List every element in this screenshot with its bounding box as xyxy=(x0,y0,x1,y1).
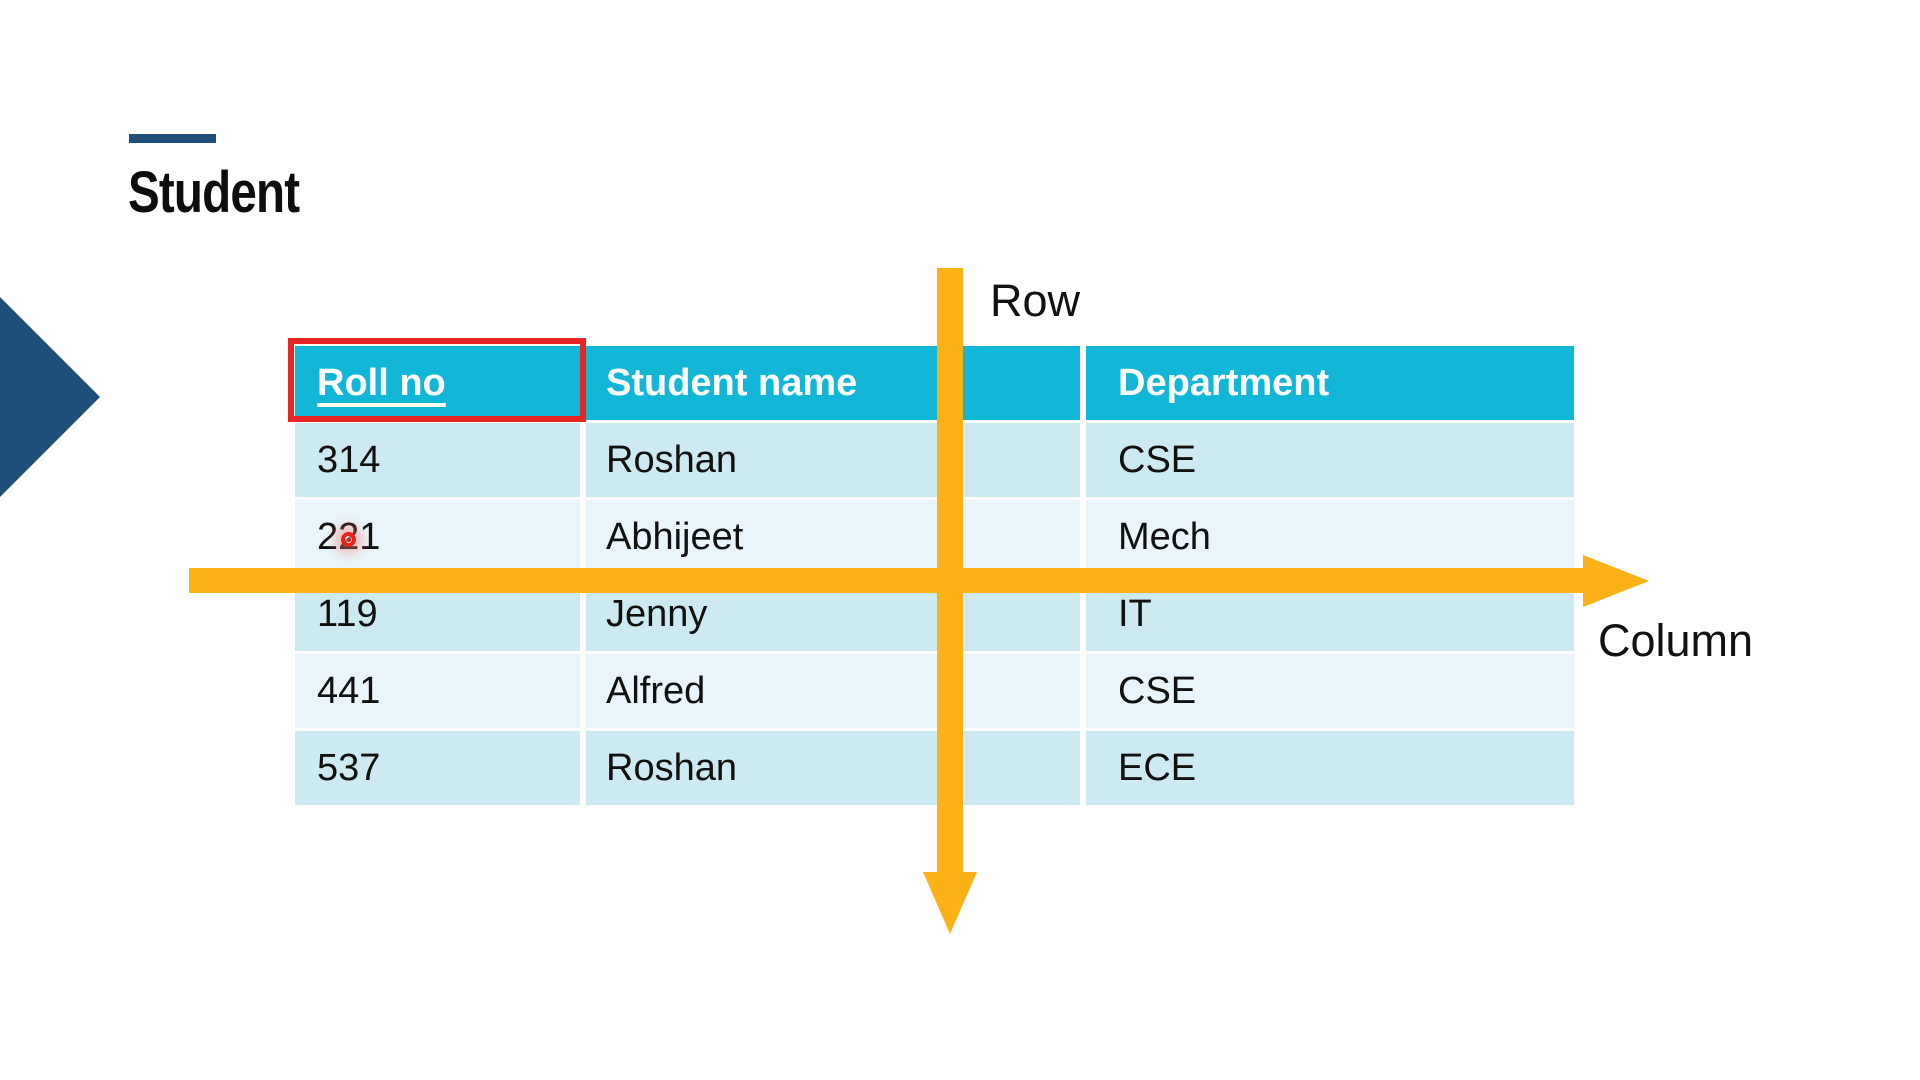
cell-name: Roshan xyxy=(586,423,1080,497)
cell-dept: Mech xyxy=(1086,500,1574,574)
cell-name: Roshan xyxy=(586,731,1080,805)
table-row: 314 Roshan CSE xyxy=(295,423,1574,497)
table-row: 221 Abhijeet Mech xyxy=(295,500,1574,574)
column-axis-arrow xyxy=(189,568,1583,593)
cell-name: Abhijeet xyxy=(586,500,1080,574)
row-axis-label: Row xyxy=(990,275,1081,326)
header-label-roll-no: Roll no xyxy=(317,361,446,404)
cell-roll: 314 xyxy=(295,423,580,497)
column-axis-arrowhead-icon xyxy=(1583,555,1649,607)
slide-nav-triangle-icon xyxy=(0,297,100,497)
page-title: Student xyxy=(128,160,300,225)
cell-roll: 221 xyxy=(295,500,580,574)
cell-dept: CSE xyxy=(1086,654,1574,728)
cell-dept: CSE xyxy=(1086,423,1574,497)
header-cell-department: Department xyxy=(1086,346,1574,420)
column-axis-label: Column xyxy=(1598,615,1754,666)
table-row: 537 Roshan ECE xyxy=(295,731,1574,805)
title-accent-dash xyxy=(129,134,216,143)
header-cell-student-name: Student name xyxy=(586,346,1080,420)
cell-roll: 537 xyxy=(295,731,580,805)
cell-dept: ECE xyxy=(1086,731,1574,805)
cell-name: Alfred xyxy=(586,654,1080,728)
header-cell-roll-no: Roll no xyxy=(295,346,580,420)
table-header-row: Roll no Student name Department xyxy=(295,346,1574,420)
cell-roll: 441 xyxy=(295,654,580,728)
row-axis-arrowhead-icon xyxy=(923,872,977,934)
highlight-box xyxy=(288,338,586,422)
laser-pointer-dot xyxy=(341,532,356,547)
table-row: 441 Alfred CSE xyxy=(295,654,1574,728)
